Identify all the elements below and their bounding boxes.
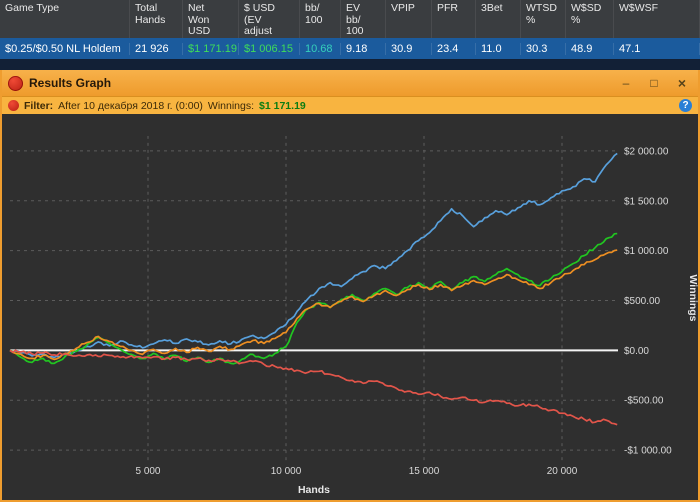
window-titlebar[interactable]: Results Graph – □ × bbox=[2, 70, 698, 96]
column-header-pfr[interactable]: PFR bbox=[432, 0, 476, 38]
results-graph-canvas: $2 000.00 $1 500.00 $1 000.00 $500.00 $0.00 -… bbox=[9, 135, 698, 496]
column-header-bb_100[interactable]: bb/ 100 bbox=[300, 0, 341, 38]
column-header-wtsd_pct[interactable]: WTSD % bbox=[521, 0, 566, 38]
minimize-icon[interactable]: – bbox=[622, 76, 630, 90]
maximize-icon[interactable]: □ bbox=[650, 76, 658, 90]
row-cell-ev_bb_100[interactable]: 9.18 bbox=[341, 42, 386, 55]
y-tick-label: $500.00 bbox=[624, 296, 661, 307]
y-tick-label: -$500.00 bbox=[624, 396, 664, 407]
window-title: Results Graph bbox=[29, 76, 112, 90]
x-axis-title: Hands bbox=[298, 485, 330, 496]
column-header-usd_ev_adjust[interactable]: $ USD (EV adjust bbox=[239, 0, 300, 38]
row-cell-usd_ev_adjust[interactable]: $1 006.15 bbox=[239, 42, 300, 55]
row-cell-wtsd_pct[interactable]: 30.3 bbox=[521, 42, 566, 55]
column-header-total_hands[interactable]: Total Hands bbox=[130, 0, 183, 38]
y-tick-label: $2 000.00 bbox=[624, 146, 669, 157]
table-empty-area bbox=[0, 59, 700, 70]
y-tick-label: -$1 000.00 bbox=[624, 446, 672, 457]
winnings-label: Winnings: bbox=[207, 99, 255, 112]
close-icon[interactable]: × bbox=[677, 75, 687, 91]
column-header-wsd_pct[interactable]: W$SD % bbox=[566, 0, 614, 38]
row-cell-bb_100[interactable]: 10.68 bbox=[300, 42, 341, 55]
row-cell-wwsf[interactable]: 47.1 bbox=[614, 42, 700, 55]
column-header-wwsf[interactable]: W$WSF bbox=[614, 0, 700, 38]
filter-bar: Filter: After 10 декабря 2018 г. (0:00) … bbox=[2, 96, 698, 114]
app-icon bbox=[8, 75, 23, 91]
series-green bbox=[9, 232, 618, 365]
column-header-net_won_usd[interactable]: Net Won USD bbox=[183, 0, 239, 38]
row-cell-threebet[interactable]: 11.0 bbox=[476, 42, 521, 55]
row-cell-vpip[interactable]: 30.9 bbox=[386, 42, 432, 55]
stats-table-selected-row[interactable]: $0.25/$0.50 NL Holdem 21 926 $1 171.19 $1 0… bbox=[0, 38, 700, 59]
row-cell-game_type[interactable]: $0.25/$0.50 NL Holdem bbox=[0, 42, 130, 55]
x-tick-label: 15 000 bbox=[409, 466, 440, 477]
column-header-threebet[interactable]: 3Bet bbox=[476, 0, 521, 38]
winnings-value: $1 171.19 bbox=[259, 99, 306, 112]
x-tick-label: 10 000 bbox=[271, 466, 302, 477]
x-tick-label: 5 000 bbox=[136, 466, 161, 477]
results-graph-window: Results Graph – □ × Filter: After 10 дек… bbox=[0, 70, 700, 502]
help-icon[interactable]: ? bbox=[679, 99, 692, 112]
y-tick-label: $1 500.00 bbox=[624, 196, 669, 207]
filter-value[interactable]: After 10 декабря 2018 г. (0:00) bbox=[58, 99, 203, 112]
series-blue bbox=[9, 152, 618, 359]
results-graph-area: $2 000.00 $1 500.00 $1 000.00 $500.00 $0.00 -… bbox=[2, 114, 698, 500]
stats-table-header: Game Type Total Hands Net Won USD $ USD (EV… bbox=[0, 0, 700, 38]
x-tick-label: 20 000 bbox=[547, 466, 578, 477]
column-header-ev_bb_100[interactable]: EV bb/ 100 bbox=[341, 0, 386, 38]
column-header-vpip[interactable]: VPIP bbox=[386, 0, 432, 38]
filter-app-icon bbox=[8, 100, 19, 111]
row-cell-wsd_pct[interactable]: 48.9 bbox=[566, 42, 614, 55]
column-header-game_type[interactable]: Game Type bbox=[0, 0, 130, 38]
filter-label: Filter: bbox=[24, 99, 54, 112]
y-tick-label: $0.00 bbox=[624, 346, 649, 357]
series-red bbox=[9, 349, 618, 426]
row-cell-pfr[interactable]: 23.4 bbox=[432, 42, 476, 55]
series-orange bbox=[9, 249, 618, 361]
y-tick-label: $1 000.00 bbox=[624, 246, 669, 257]
y-axis-title: Winnings bbox=[687, 275, 698, 322]
window-controls: – □ × bbox=[616, 75, 692, 91]
row-cell-total_hands[interactable]: 21 926 bbox=[130, 42, 183, 55]
row-cell-net_won_usd[interactable]: $1 171.19 bbox=[183, 42, 239, 55]
